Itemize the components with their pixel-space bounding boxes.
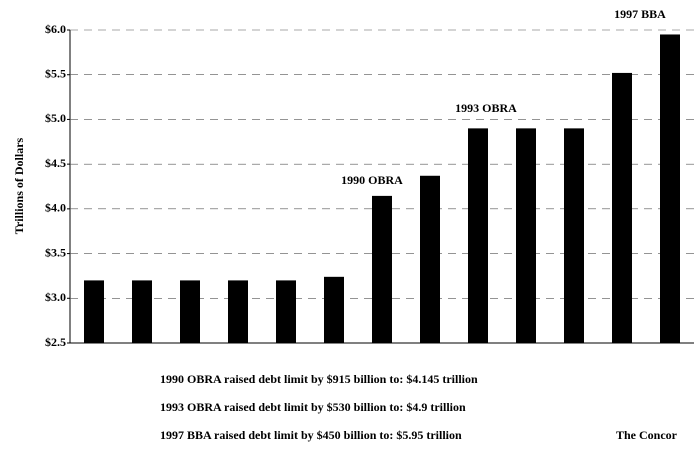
y-tick-label: $3.5 <box>45 245 66 259</box>
annotation: 1997 BBA <box>614 7 666 21</box>
y-tick-label: $5.0 <box>45 111 66 125</box>
bar <box>660 34 680 343</box>
bar <box>372 195 392 343</box>
bar <box>228 280 248 343</box>
y-tick-label: $6.0 <box>45 22 66 36</box>
y-tick-label: $4.0 <box>45 201 66 215</box>
y-tick-label: $3.0 <box>45 290 66 304</box>
annotation: 1993 OBRA <box>455 101 517 115</box>
bar <box>516 128 536 343</box>
y-tick-label: $4.5 <box>45 156 66 170</box>
source: The Concor <box>616 428 678 442</box>
note: 1997 BBA raised debt limit by $450 billi… <box>160 428 462 442</box>
bar <box>612 72 632 343</box>
annotation: 1990 OBRA <box>341 173 403 187</box>
y-tick-label: $5.5 <box>45 66 66 80</box>
y-tick-label: $2.5 <box>45 335 66 349</box>
bar <box>180 280 200 343</box>
bar <box>468 128 488 343</box>
bar <box>132 280 152 343</box>
note: 1990 OBRA raised debt limit by $915 bill… <box>160 372 478 386</box>
bar <box>420 175 440 343</box>
bar <box>84 280 104 343</box>
note: 1993 OBRA raised debt limit by $530 bill… <box>160 400 466 414</box>
bar <box>276 280 296 343</box>
bar <box>564 128 584 343</box>
bar <box>324 276 344 343</box>
y-axis-label: Trillions of Dollars <box>12 137 26 234</box>
